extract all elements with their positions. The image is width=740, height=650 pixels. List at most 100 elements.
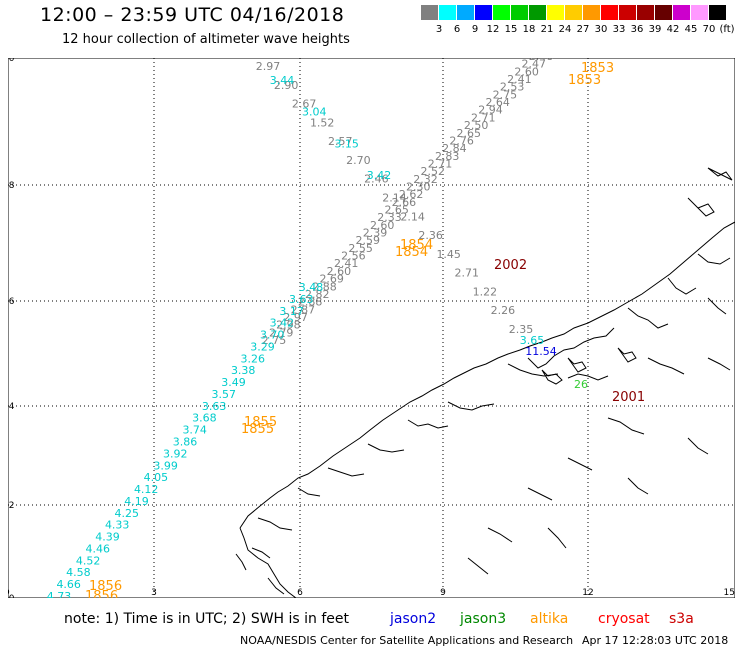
swh-label-gray: 2.88 xyxy=(298,296,323,309)
swh-label-cyan: 3.48 xyxy=(299,281,324,294)
swh-label-cyan: 3.49 xyxy=(221,376,246,389)
swh-label-cyan: 3.57 xyxy=(212,388,237,401)
coastline-segment xyxy=(567,373,609,381)
colorbar-label: 18 xyxy=(522,24,536,35)
swh-label-cyan: 3.15 xyxy=(334,137,359,150)
swh-label-gray: 2.97 xyxy=(283,311,308,324)
swh-label-gray: 2.76 xyxy=(449,134,474,147)
colorbar-label: 12 xyxy=(486,24,500,35)
time-label: 1854 xyxy=(395,245,428,260)
swh-label-cyan: 4.19 xyxy=(124,495,149,508)
x-tick-label: 15 xyxy=(724,588,735,598)
coastline xyxy=(235,167,735,598)
swh-label-cyan: 4.66 xyxy=(56,578,81,591)
time-label: 1855 xyxy=(241,422,274,437)
legend-altika: altika xyxy=(530,611,569,627)
time-label: 1856 xyxy=(89,579,122,594)
coastline-segment xyxy=(707,357,731,371)
swh-label-cyan: 3.38 xyxy=(231,364,256,377)
y-tick-label: 64 xyxy=(8,402,15,412)
footer-timestamp: Apr 17 12:28:03 UTC 2018 xyxy=(582,634,729,647)
swh-label-cyan: 3.29 xyxy=(250,340,275,353)
colorbar-swatch xyxy=(493,5,511,20)
swh-label-gray: 2.50 xyxy=(464,119,489,132)
coastline-segment xyxy=(687,197,715,217)
coastline-segment xyxy=(567,357,587,373)
swh-label-gray: 2.79 xyxy=(269,326,294,339)
colorbar-swatch xyxy=(619,5,637,20)
map-title: 12:00 – 23:59 UTC 04/16/2018 xyxy=(40,4,345,26)
swh-label-gray: 2.90 xyxy=(274,79,299,92)
axis-ticks: 0 3 6 9 12 15 60 62 64 66 68 70 xyxy=(8,58,735,598)
time-label: 1854 xyxy=(400,238,433,253)
coastline-segment xyxy=(239,221,735,529)
colorbar-label: 24 xyxy=(558,24,572,35)
colorbar-label: 70 xyxy=(702,24,716,35)
coastline-segment xyxy=(617,347,637,363)
coastline-segment xyxy=(547,527,567,549)
swh-label-cyan: 4.33 xyxy=(105,519,130,532)
colorbar-swatch xyxy=(529,5,547,20)
colorbar-label: 30 xyxy=(594,24,608,35)
coastline-segment xyxy=(627,307,669,329)
swh-label-gray: 2.53 xyxy=(500,81,525,94)
colorbar-swatch xyxy=(439,5,457,20)
swh-label-gray: 1.22 xyxy=(473,285,498,298)
swh-label-gray: 2.56 xyxy=(341,250,366,263)
swh-label-gray: 2.88 xyxy=(312,280,337,293)
coastline-segment xyxy=(407,419,449,429)
swh-label-gray: 2.69 xyxy=(319,273,344,286)
swh-label-cyan: 3.63 xyxy=(289,293,314,306)
colorbar-swatch xyxy=(709,5,727,20)
colorbar-swatch xyxy=(655,5,673,20)
swh-label-gray: 2.32 xyxy=(413,173,438,186)
y-tick-label: 68 xyxy=(8,181,15,191)
swh-label-gray: 2.71 xyxy=(455,267,480,280)
swh-label-special: 26 xyxy=(574,378,588,391)
swh-label-gray: 2.71 xyxy=(428,158,453,171)
coastline-segment xyxy=(607,417,645,435)
colorbar-label: 21 xyxy=(540,24,554,35)
colorbar-swatch xyxy=(637,5,655,20)
colorbar-label: (ft) xyxy=(719,24,735,35)
swh-label-gray: 2.48 xyxy=(529,58,554,63)
legend-jason2: jason2 xyxy=(390,611,437,627)
swh-label-cyan: 4.52 xyxy=(76,554,101,567)
y-tick-label: 70 xyxy=(8,58,15,64)
x-tick-label: 3 xyxy=(151,588,157,598)
time-label: 1855 xyxy=(244,415,277,430)
x-tick-label: 0 xyxy=(8,588,10,598)
coastline-segment xyxy=(327,467,365,477)
coastline-segment xyxy=(367,443,405,453)
colorbar-label: 36 xyxy=(630,24,644,35)
colorbar-swatch xyxy=(583,5,601,20)
colorbar-label: 27 xyxy=(576,24,590,35)
colorbar-swatch xyxy=(421,5,439,20)
swh-label-gray: 2.33 xyxy=(377,211,402,224)
swh-label-gray: 2.83 xyxy=(435,150,460,163)
swh-label-cyan: 3.26 xyxy=(241,352,266,365)
swh-label-gray: 2.14 xyxy=(382,192,407,205)
swh-label-cyan: 4.39 xyxy=(95,531,120,544)
y-tick-label: 62 xyxy=(8,501,14,511)
swh-label-gray: 2.55 xyxy=(348,242,373,255)
colorbar-swatch xyxy=(691,5,709,20)
swh-label-gray: 2.41 xyxy=(334,257,359,270)
swh-label-cyan: 3.17 xyxy=(279,305,304,318)
footer-credit: NOAA/NESDIS Center for Satellite Applica… xyxy=(240,634,574,647)
swh-label-gray: 2.70 xyxy=(346,154,371,167)
colorbar-label: 39 xyxy=(648,24,662,35)
swh-label-gray: 2.97 xyxy=(256,60,281,73)
swh-label-gray: 2.67 xyxy=(292,98,317,111)
time-label: 1856 xyxy=(85,589,118,598)
x-tick-label: 6 xyxy=(297,588,303,598)
coastline-segment xyxy=(257,517,293,531)
swh-label-gray: 1.52 xyxy=(310,116,335,129)
colorbar-label: 42 xyxy=(666,24,680,35)
swh-label-gray: 2.35 xyxy=(509,323,534,336)
colorbar-swatch xyxy=(565,5,583,20)
swh-label-cyan: 3.68 xyxy=(192,412,217,425)
swh-label-cyan: 3.44 xyxy=(270,74,295,87)
swh-label-gray: 2.52 xyxy=(421,165,446,178)
